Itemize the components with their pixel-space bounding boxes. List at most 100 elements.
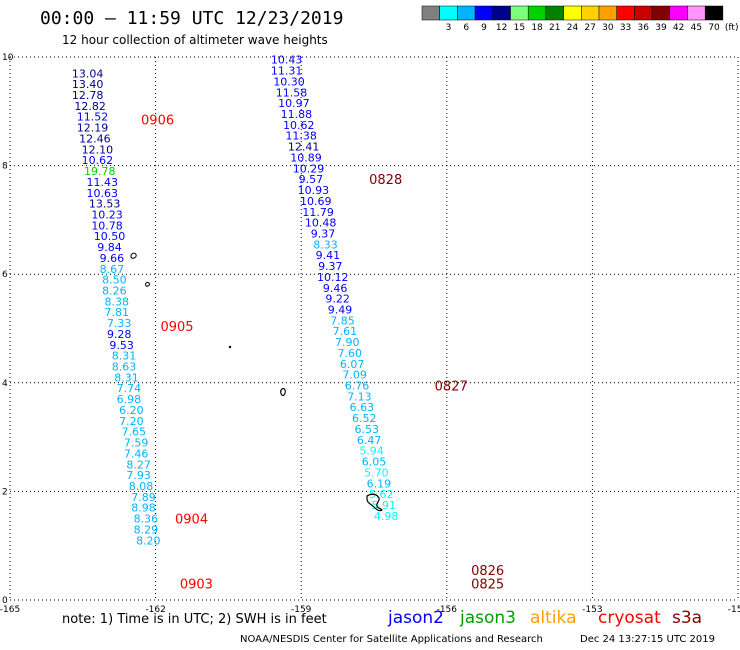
wave-height-label: 8.26	[102, 284, 127, 297]
x-tick-label: -150	[728, 605, 740, 615]
time-label: 0906	[141, 113, 174, 128]
wave-height-label: 8.98	[131, 502, 156, 515]
legend-label: 45	[691, 23, 702, 33]
legend-label: 24	[567, 23, 579, 33]
y-tick-label: 2	[2, 487, 8, 497]
wave-height-label: 11.31	[271, 65, 303, 78]
wave-height-label: 9.57	[299, 173, 324, 186]
wave-height-label: 6.76	[345, 380, 370, 393]
x-tick-label: -162	[145, 605, 165, 615]
wave-height-label: 10.62	[82, 154, 114, 167]
wave-height-label: 7.74	[117, 382, 142, 395]
legend-label: 33	[620, 23, 631, 33]
legend-label: 6	[463, 23, 469, 33]
legend-label: 3	[446, 23, 452, 33]
wave-height-label: 7.13	[347, 390, 372, 403]
wave-height-label: 12.41	[288, 141, 320, 154]
time-label: 0826	[471, 564, 504, 579]
wave-height-label: 11.52	[77, 111, 109, 124]
footer-note: note: 1) Time is in UTC; 2) SWH is in fe…	[62, 612, 327, 627]
wave-height-label: 11.58	[276, 86, 308, 99]
x-tick-label: -153	[582, 605, 602, 615]
wave-height-label: 9.28	[107, 328, 132, 341]
island-outline	[130, 252, 137, 259]
time-label: 0904	[175, 513, 208, 528]
wave-height-label: 7.89	[131, 491, 156, 504]
wave-height-label: 11.43	[86, 176, 118, 189]
legend-label: 21	[549, 23, 560, 33]
satellite-altika: altika	[530, 608, 577, 628]
wave-height-label: 6.47	[357, 434, 382, 447]
wave-height-label: 9.84	[97, 241, 122, 254]
wave-height-label: 13.53	[89, 198, 121, 211]
wave-height-label: 7.33	[107, 317, 132, 330]
chart-subtitle: 12 hour collection of altimeter wave hei…	[62, 33, 328, 47]
generated-timestamp: Dec 24 13:27:15 UTC 2019	[580, 634, 715, 645]
wave-height-label: 5.62	[369, 488, 394, 501]
wave-height-label: 7.93	[126, 469, 151, 482]
wave-height-label: 8.27	[126, 458, 151, 471]
y-tick-label: 4	[2, 379, 8, 389]
wave-height-label: 7.81	[105, 306, 130, 319]
wave-height-label: 12.78	[72, 89, 104, 102]
y-tick-label: 8	[2, 162, 8, 172]
legend-label: 70	[708, 23, 720, 33]
time-label: 0903	[180, 578, 213, 593]
wave-height-label: 6.20	[119, 404, 144, 417]
wave-height-label: 5.70	[364, 466, 389, 479]
legend-label: 39	[655, 23, 667, 33]
wave-height-label: 11.79	[302, 206, 334, 219]
wave-height-label: 7.46	[124, 447, 149, 460]
wave-height-label: 8.29	[134, 523, 159, 536]
wave-height-label: 6.52	[352, 412, 377, 425]
wave-height-label: 13.40	[72, 78, 104, 91]
legend-label: 15	[514, 23, 525, 33]
wave-height-label: 10.69	[300, 195, 332, 208]
time-label: 0825	[471, 578, 504, 593]
wave-height-label: 9.66	[100, 252, 125, 265]
wave-height-label: 6.53	[354, 423, 379, 436]
wave-height-label: 12.46	[79, 132, 111, 145]
satellite-jason2: jason2	[388, 608, 444, 628]
wave-height-label: 7.09	[342, 369, 367, 382]
wave-height-label: 19.78	[84, 165, 116, 178]
wave-height-label: 8.33	[313, 238, 338, 251]
wave-height-label: 8.31	[112, 350, 137, 363]
wave-height-label: 13.04	[72, 67, 104, 80]
wave-height-label: 9.49	[328, 303, 353, 316]
wave-height-label: 5.94	[359, 445, 384, 458]
wave-height-label: 7.20	[119, 415, 144, 428]
wave-height-label: 10.50	[94, 230, 126, 243]
wave-height-label: 10.63	[86, 187, 118, 200]
wave-height-label: 9.46	[323, 282, 348, 295]
island-outline	[145, 281, 150, 287]
wave-height-label: 6.63	[350, 401, 375, 414]
wave-height-label: 6.07	[340, 358, 365, 371]
legend-label: 9	[481, 23, 487, 33]
wave-height-label: 8.08	[129, 480, 154, 493]
x-tick-label: -156	[437, 605, 458, 615]
color-legend: 3 6 9 12 15 18 21 24 27 30 33 36 39 42 45 70 (ft)	[421, 5, 739, 33]
legend-unit: (ft)	[725, 23, 739, 33]
wave-height-label: 10.78	[91, 219, 123, 232]
wave-height-label: 10.48	[305, 217, 337, 230]
wave-height-label: 8.50	[102, 274, 127, 287]
time-label: 0905	[160, 320, 193, 335]
wave-height-label: 11.38	[285, 130, 317, 143]
wave-height-label: 9.22	[325, 293, 350, 306]
y-tick-label: 6	[2, 270, 8, 280]
wave-height-label: 10.30	[273, 75, 305, 88]
time-label: 0828	[369, 173, 402, 188]
x-tick-label: -159	[291, 605, 312, 615]
wave-height-label: 11.88	[281, 108, 313, 121]
wave-height-label: 8.38	[105, 295, 130, 308]
legend-label: 30	[602, 23, 614, 33]
wave-height-label: 10.97	[278, 97, 310, 110]
satellite-cryosat: cryosat	[598, 608, 661, 628]
legend-swatch	[704, 5, 724, 21]
wave-height-label: 8.63	[112, 361, 137, 374]
time-label: 0827	[435, 380, 468, 395]
wave-height-label: 10.12	[317, 271, 349, 284]
wave-height-label: 10.89	[290, 151, 322, 164]
